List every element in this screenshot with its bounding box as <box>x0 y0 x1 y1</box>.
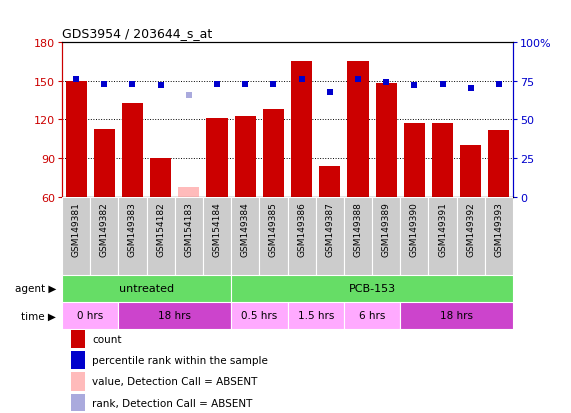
Bar <box>150 159 171 197</box>
Bar <box>291 62 312 197</box>
Text: GSM149392: GSM149392 <box>466 202 475 256</box>
Bar <box>62 197 90 275</box>
Text: 18 hrs: 18 hrs <box>440 311 473 321</box>
Text: time ▶: time ▶ <box>22 311 57 321</box>
Bar <box>203 197 231 275</box>
Bar <box>71 394 86 412</box>
Bar <box>316 197 344 275</box>
Bar <box>62 275 231 302</box>
Bar <box>372 197 400 275</box>
Bar <box>71 373 86 391</box>
Bar <box>90 197 118 275</box>
Text: GSM149391: GSM149391 <box>438 202 447 256</box>
Bar <box>404 124 425 197</box>
Text: GSM154184: GSM154184 <box>212 202 222 256</box>
Bar <box>344 197 372 275</box>
Bar <box>175 197 203 275</box>
Text: PCB-153: PCB-153 <box>348 284 396 294</box>
Bar <box>94 129 115 197</box>
Bar <box>288 302 344 329</box>
Bar <box>288 197 316 275</box>
Bar <box>400 302 513 329</box>
Bar <box>457 197 485 275</box>
Bar <box>460 146 481 197</box>
Text: GSM149389: GSM149389 <box>381 202 391 256</box>
Bar <box>147 197 175 275</box>
Text: GSM149387: GSM149387 <box>325 202 334 256</box>
Bar <box>432 124 453 197</box>
Bar <box>71 351 86 369</box>
Bar <box>263 110 284 197</box>
Text: GDS3954 / 203644_s_at: GDS3954 / 203644_s_at <box>62 27 212 40</box>
Text: GSM149393: GSM149393 <box>494 202 504 256</box>
Text: GSM154182: GSM154182 <box>156 202 165 256</box>
Bar <box>207 119 228 197</box>
Text: percentile rank within the sample: percentile rank within the sample <box>93 355 268 365</box>
Bar <box>400 197 428 275</box>
Text: GSM149386: GSM149386 <box>297 202 306 256</box>
Bar <box>488 131 509 197</box>
Bar <box>71 330 86 348</box>
Text: agent ▶: agent ▶ <box>15 284 57 294</box>
Text: 0.5 hrs: 0.5 hrs <box>241 311 278 321</box>
Text: rank, Detection Call = ABSENT: rank, Detection Call = ABSENT <box>93 398 252 408</box>
Text: GSM149384: GSM149384 <box>241 202 250 256</box>
Text: 0 hrs: 0 hrs <box>77 311 103 321</box>
Text: 1.5 hrs: 1.5 hrs <box>297 311 334 321</box>
Text: GSM149383: GSM149383 <box>128 202 137 256</box>
Text: 6 hrs: 6 hrs <box>359 311 385 321</box>
Text: value, Detection Call = ABSENT: value, Detection Call = ABSENT <box>93 377 258 387</box>
Bar <box>259 197 288 275</box>
Bar <box>178 187 199 197</box>
Bar <box>66 81 87 197</box>
Text: GSM149385: GSM149385 <box>269 202 278 256</box>
Text: GSM149388: GSM149388 <box>353 202 363 256</box>
Text: GSM149382: GSM149382 <box>100 202 109 256</box>
Bar <box>376 84 397 197</box>
Bar <box>231 275 513 302</box>
Text: GSM154183: GSM154183 <box>184 202 194 256</box>
Bar <box>235 116 256 197</box>
Bar <box>485 197 513 275</box>
Bar <box>428 197 457 275</box>
Bar <box>344 302 400 329</box>
Text: 18 hrs: 18 hrs <box>158 311 191 321</box>
Bar <box>122 104 143 197</box>
Bar <box>118 302 231 329</box>
Bar <box>231 197 259 275</box>
Text: GSM149390: GSM149390 <box>410 202 419 256</box>
Bar <box>62 302 118 329</box>
Text: count: count <box>93 334 122 344</box>
Bar <box>319 166 340 197</box>
Bar <box>118 197 147 275</box>
Text: untreated: untreated <box>119 284 174 294</box>
Text: GSM149381: GSM149381 <box>71 202 81 256</box>
Bar <box>231 302 288 329</box>
Bar <box>347 62 368 197</box>
